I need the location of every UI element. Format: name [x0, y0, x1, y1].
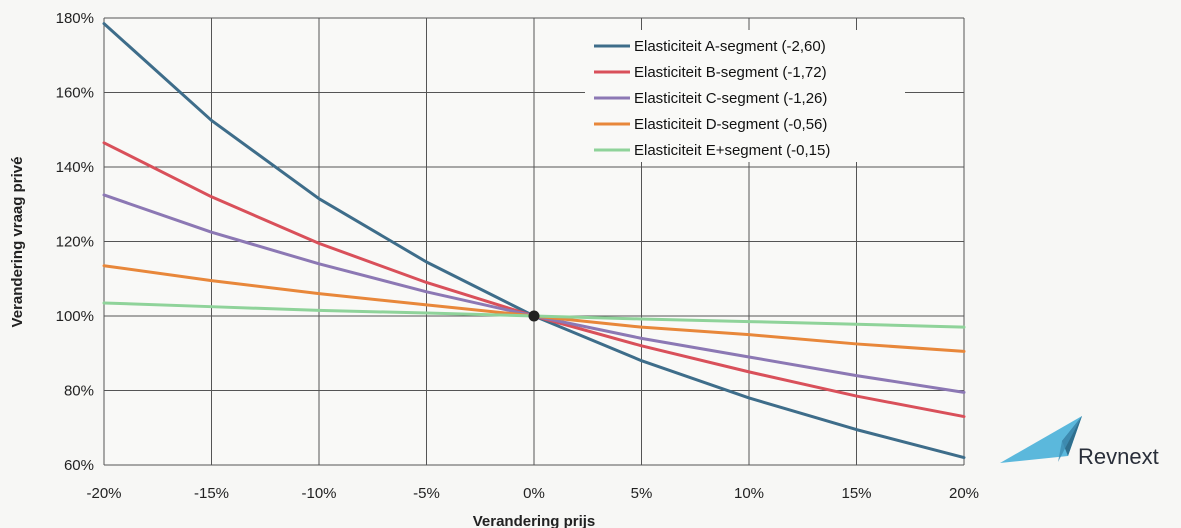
y-tick-label: 100% — [56, 308, 94, 325]
x-axis-title: Verandering prijs — [473, 513, 596, 528]
legend-label: Elasticiteit C-segment (-1,26) — [634, 90, 827, 107]
y-tick-label: 80% — [64, 383, 94, 400]
x-axis-ticks: -20% -15% -10% -5% 0% 5% 10% 15% 20% — [86, 485, 979, 502]
x-tick-label: 5% — [631, 485, 653, 502]
x-tick-label: -10% — [301, 485, 336, 502]
x-tick-label: 10% — [734, 485, 764, 502]
x-tick-label: 0% — [523, 485, 545, 502]
paper-plane-icon — [1000, 416, 1082, 463]
legend-label: Elasticiteit B-segment (-1,72) — [634, 64, 827, 81]
y-axis-ticks: 60% 80% 100% 120% 140% 160% 180% — [56, 10, 94, 474]
x-tick-label: -5% — [413, 485, 440, 502]
x-tick-label: 15% — [841, 485, 871, 502]
y-tick-label: 140% — [56, 159, 94, 176]
legend: Elasticiteit A-segment (-2,60) Elasticite… — [585, 30, 905, 162]
legend-label: Elasticiteit A-segment (-2,60) — [634, 38, 826, 55]
origin-point — [528, 310, 540, 322]
brand-name: Revnext — [1078, 444, 1159, 469]
x-tick-label: 20% — [949, 485, 979, 502]
x-tick-label: -15% — [194, 485, 229, 502]
legend-label: Elasticiteit E+segment (-0,15) — [634, 142, 830, 159]
y-axis-title: Verandering vraag privé — [9, 157, 26, 328]
legend-background — [585, 30, 905, 162]
y-tick-label: 60% — [64, 457, 94, 474]
legend-label: Elasticiteit D-segment (-0,56) — [634, 116, 827, 133]
y-tick-label: 120% — [56, 234, 94, 251]
brand-logo: Revnext — [1000, 416, 1159, 469]
y-tick-label: 180% — [56, 10, 94, 27]
x-tick-label: -20% — [86, 485, 121, 502]
y-tick-label: 160% — [56, 85, 94, 102]
